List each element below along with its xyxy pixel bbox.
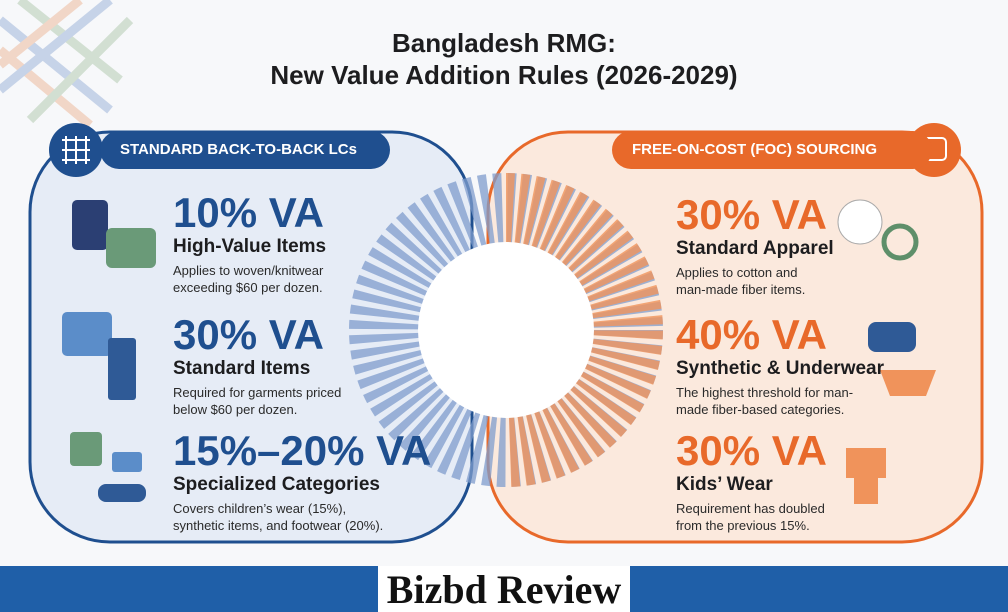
right-label: FREE-ON-COST (FOC) SOURCING [612,131,932,169]
item-title: Standard Items [173,358,311,379]
rate: 30% VA [676,427,827,474]
description-line: Covers children’s wear (15%), [173,501,347,516]
description: Applies to woven/knitwear exceeding $60 p… [173,262,413,296]
item: 30% VA Standard Apparel Applies to cotton … [676,192,916,298]
description-line: Requirement has doubled [676,501,825,516]
item: 30% VA Standard Items Required for garment… [173,312,413,418]
item-title: High-Value Items [173,236,327,257]
item: 10% VA High-Value Items Applies to woven/k… [173,190,413,296]
description: Requirement has doubled from the previous… [676,500,916,534]
description: Covers children’s wear (15%), synthetic i… [173,500,413,534]
rate: 30% VA [676,191,827,238]
brand: Bizbd Review [378,566,630,612]
description-line: Required for garments priced [173,385,342,400]
item-title: Synthetic & Underwear [676,358,884,379]
item: 15%–20% VA Specialized Categories Covers c… [173,427,432,534]
description-line: Applies to woven/knitwear [173,263,324,278]
description-line: Applies to cotton and [676,265,798,280]
description-line: exceeding $60 per dozen. [173,280,323,295]
title-line: New Value Addition Rules (2026-2029) [270,60,738,90]
description-line: made fiber-based categories. [676,402,845,417]
description-line: synthetic items, and footwear (20%). [173,518,384,533]
rate: 15%–20% VA [173,427,432,474]
description: The highest threshold for man-made fiber… [676,384,916,418]
description: Required for garments priced below $60 pe… [173,384,413,418]
left-label: STANDARD BACK-TO-BACK LCs [100,131,390,169]
description-line: below $60 per dozen. [173,402,298,417]
rate: 10% VA [173,189,324,236]
rate: 40% VA [676,311,827,358]
corner-weave [0,0,134,129]
item: 40% VA Synthetic & Underwear The highest t… [676,312,916,418]
item: 30% VA Kids’ Wear Requirement has doubled f… [676,428,916,534]
rate: 30% VA [173,311,324,358]
description-line: The highest threshold for man- [676,385,854,400]
item-title: Kids’ Wear [676,474,773,495]
description: Applies to cotton and man-made fiber item… [676,264,916,298]
center-ring [349,173,663,487]
title-line: Bangladesh RMG: [392,28,616,58]
item-icons [62,199,936,504]
description-line: man-made fiber items. [676,282,806,297]
item-title: Standard Apparel [676,238,834,259]
description-line: from the previous 15%. [676,518,810,533]
item-title: Specialized Categories [173,474,380,495]
